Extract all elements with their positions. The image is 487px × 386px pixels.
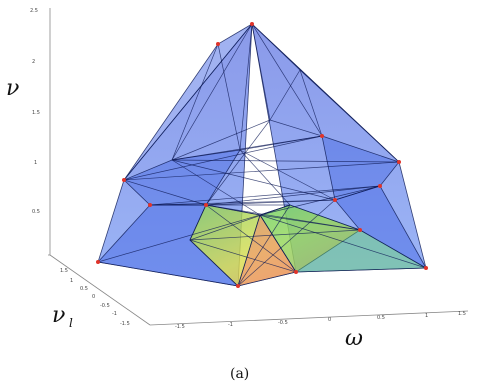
polyhedron-edge (259, 214, 297, 273)
polyhedron-edge (171, 159, 336, 201)
polyhedron-edge (205, 204, 297, 273)
y-tick: 1 (70, 278, 73, 284)
polyhedron-edge (97, 214, 261, 263)
y-tick-labels: 1.5 1 0.5 0 -0.5 -1 -1.5 (60, 268, 130, 327)
y-axis-label: ν l (52, 303, 73, 330)
polyhedron-edge (205, 204, 361, 231)
polyhedron-edge (239, 23, 253, 151)
z-tick: 1 (34, 160, 37, 166)
polyhedron-edge (217, 43, 241, 151)
y-tick: 0 (92, 294, 95, 300)
x-tick: -0.5 (278, 320, 288, 326)
polyhedron-edge (171, 43, 219, 161)
polyhedron-edge (259, 185, 381, 216)
polyhedron-edge (171, 119, 271, 161)
polyhedron-vertex (96, 260, 100, 264)
x-tick: -1 (228, 322, 233, 328)
polyhedron-edge (251, 23, 271, 121)
y-tick: -1.5 (120, 321, 130, 327)
polyhedron-face-mid-left (123, 149, 241, 206)
x-tick: 0 (328, 317, 331, 323)
polyhedron-edge (171, 23, 253, 161)
polyhedron-edge (205, 119, 271, 206)
polyhedron-vertex (236, 284, 240, 288)
polyhedron-face-top-right (251, 23, 400, 163)
x-tick: 1 (425, 313, 428, 319)
y-tick: 1.5 (60, 268, 68, 274)
z-tick-labels: 2.5 2 1.5 1 0.5 (30, 8, 40, 215)
polyhedron-vertex (294, 270, 298, 274)
polyhedron-edge (299, 69, 323, 137)
polyhedron-edge (171, 159, 400, 163)
polyhedron-edge (189, 229, 361, 241)
polyhedron-edge (269, 69, 301, 121)
polyhedron-vertex (250, 22, 254, 26)
polyhedron-vertex (397, 160, 401, 164)
polyhedron-edge (259, 214, 427, 269)
x-tick: 1.5 (458, 311, 466, 317)
x-tick-labels: -1.5 -1 -0.5 0 0.5 1 1.5 (175, 311, 466, 330)
y-axis-label-main: ν (52, 303, 65, 328)
polyhedron-vertex (122, 178, 126, 182)
polyhedron-vertex (333, 198, 337, 202)
x-axis-label: ω (345, 326, 363, 351)
polyhedron-edge (123, 135, 323, 181)
y-axis-label-sub: l (69, 316, 73, 330)
y-tick: -1 (112, 311, 117, 317)
x-tick: 0.5 (377, 315, 385, 321)
polyhedron-edge (237, 199, 336, 287)
z-tick: 2 (32, 59, 35, 65)
polyhedron-vertex (358, 228, 362, 232)
polyhedron-vertex (378, 184, 382, 188)
polyhedron-edge (237, 204, 291, 287)
y-tick: 0.5 (80, 286, 88, 292)
polyhedron-edge (189, 239, 297, 273)
y-tick: -0.5 (100, 303, 110, 309)
polyhedron-edge (205, 185, 381, 206)
axis-frame (48, 8, 469, 326)
polyhedron-edge (149, 185, 381, 206)
polyhedron-edge (239, 149, 336, 201)
polyhedron-edge (149, 199, 336, 206)
polyhedron-vertex (204, 203, 208, 207)
polyhedron-edge (269, 119, 323, 137)
x-tick: -1.5 (175, 324, 185, 330)
z-tick: 0.5 (32, 209, 40, 215)
polyhedron-edge (239, 135, 323, 151)
polyhedron-edge (123, 179, 207, 206)
polyhedron (96, 22, 428, 288)
polyhedron-edge (189, 204, 291, 241)
polyhedron-face-top-left (123, 23, 253, 181)
polyhedron-edge (239, 149, 291, 206)
z-axis-label: ν (6, 76, 19, 101)
z-tick: 2.5 (30, 8, 38, 14)
polyhedron-vertex (148, 203, 152, 207)
polyhedron-edge (123, 161, 400, 181)
polyhedron-vertex (320, 134, 324, 138)
z-tick: 1.5 (32, 110, 40, 116)
polyhedron-vertex (424, 266, 428, 270)
polyhedron-edge (171, 159, 261, 216)
polyhedron-edge (251, 23, 323, 137)
figure-caption: (a) (230, 366, 249, 382)
polyhedron-vertex (216, 42, 220, 46)
